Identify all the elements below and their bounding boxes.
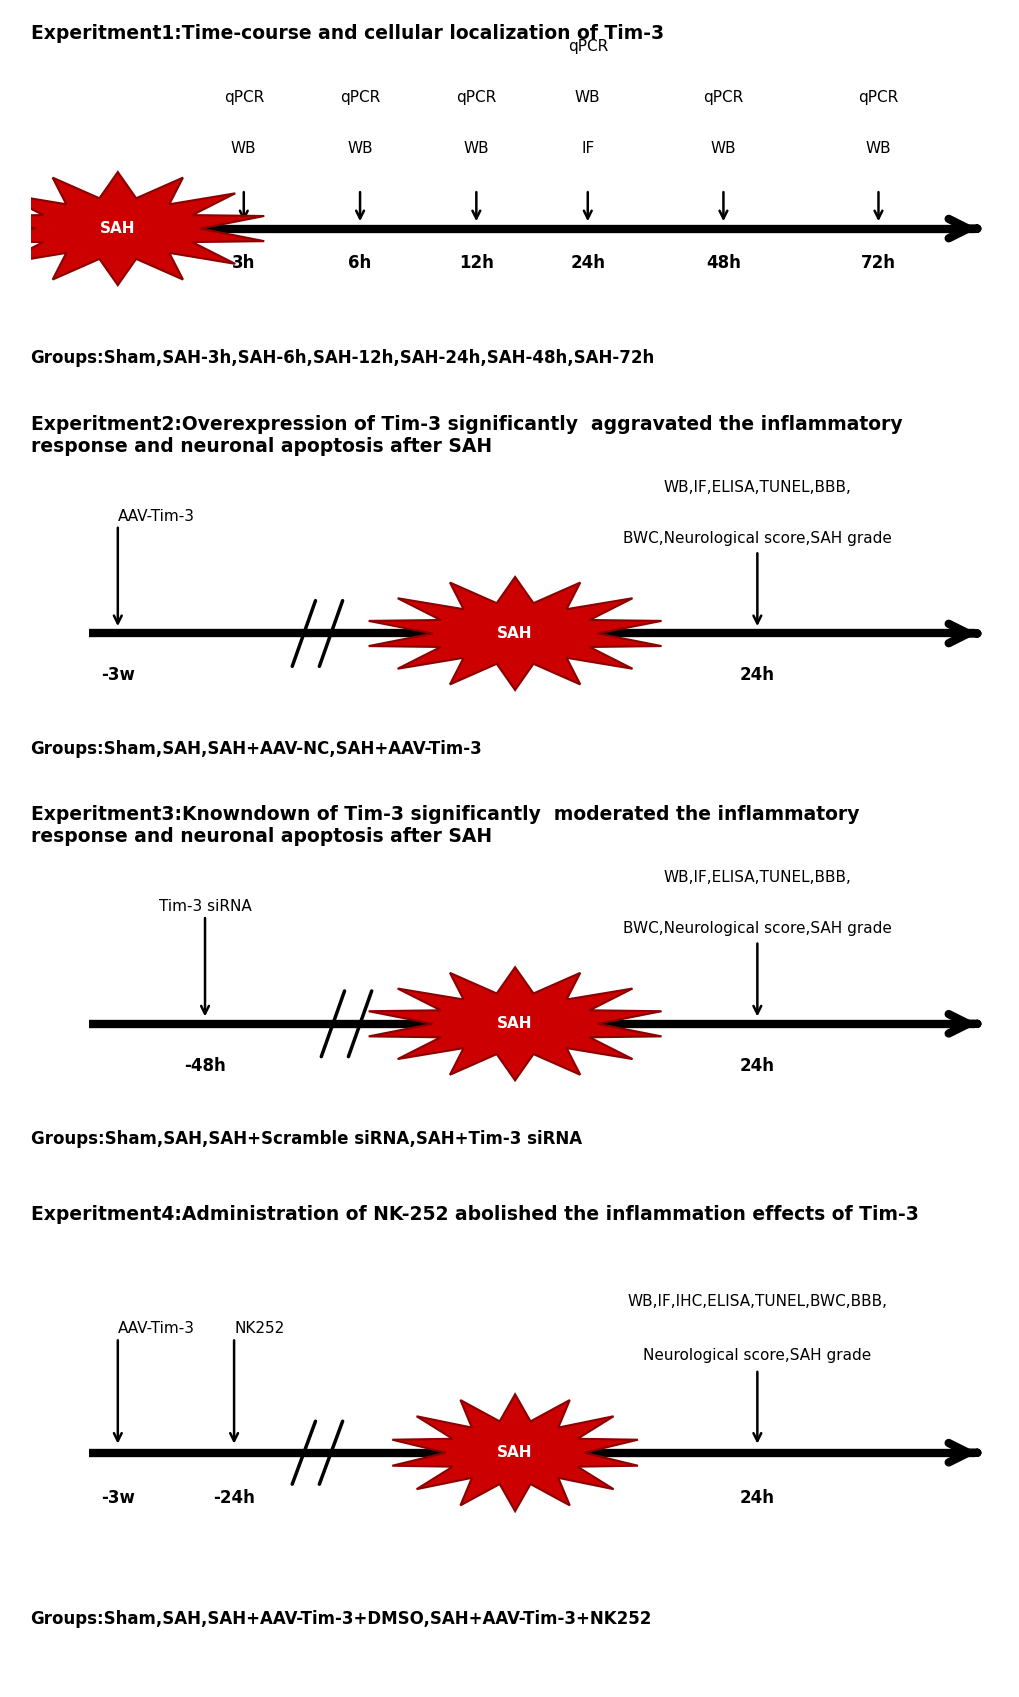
Text: qPCR: qPCR: [223, 90, 264, 105]
Text: Groups:Sham,SAH,SAH+AAV-Tim-3+DMSO,SAH+AAV-Tim-3+NK252: Groups:Sham,SAH,SAH+AAV-Tim-3+DMSO,SAH+A…: [31, 1610, 651, 1627]
Text: SAH: SAH: [100, 221, 136, 236]
Text: -24h: -24h: [213, 1488, 255, 1507]
Text: SAH: SAH: [497, 626, 532, 641]
Text: BWC,Neurological score,SAH grade: BWC,Neurological score,SAH grade: [623, 921, 891, 937]
Text: 24h: 24h: [739, 1057, 774, 1074]
Text: WB: WB: [575, 90, 600, 105]
Polygon shape: [392, 1395, 637, 1510]
Text: WB,IF,ELISA,TUNEL,BBB,: WB,IF,ELISA,TUNEL,BBB,: [662, 480, 851, 496]
Text: qPCR: qPCR: [455, 90, 496, 105]
Text: 48h: 48h: [705, 255, 740, 272]
Text: WB: WB: [865, 141, 891, 156]
Text: WB: WB: [346, 141, 373, 156]
Text: Experitment4:Administration of NK-252 abolished the inflammation effects of Tim-: Experitment4:Administration of NK-252 ab…: [31, 1205, 917, 1224]
Text: 3h: 3h: [232, 255, 255, 272]
Text: WB,IF,IHC,ELISA,TUNEL,BWC,BBB,: WB,IF,IHC,ELISA,TUNEL,BWC,BBB,: [627, 1293, 887, 1308]
Text: Tim-3 siRNA: Tim-3 siRNA: [159, 899, 251, 915]
Text: WB: WB: [710, 141, 736, 156]
Text: SAH: SAH: [497, 1446, 532, 1459]
Text: qPCR: qPCR: [339, 90, 380, 105]
Text: 24h: 24h: [739, 667, 774, 684]
Text: qPCR: qPCR: [858, 90, 898, 105]
Text: Groups:Sham,SAH,SAH+Scramble siRNA,SAH+Tim-3 siRNA: Groups:Sham,SAH,SAH+Scramble siRNA,SAH+T…: [31, 1130, 581, 1147]
Text: Groups:Sham,SAH,SAH+AAV-NC,SAH+AAV-Tim-3: Groups:Sham,SAH,SAH+AAV-NC,SAH+AAV-Tim-3: [31, 740, 482, 757]
Text: SAH: SAH: [497, 1017, 532, 1032]
Text: WB: WB: [463, 141, 489, 156]
Text: qPCR: qPCR: [703, 90, 743, 105]
Text: Experitment1:Time-course and cellular localization of Tim-3: Experitment1:Time-course and cellular lo…: [31, 24, 663, 42]
Text: 24h: 24h: [739, 1488, 774, 1507]
Text: -3w: -3w: [101, 667, 135, 684]
Polygon shape: [368, 967, 661, 1081]
Text: Experitment3:Knowndown of Tim-3 significantly  moderated the inflammatory
respon: Experitment3:Knowndown of Tim-3 signific…: [31, 804, 858, 845]
Text: -48h: -48h: [184, 1057, 225, 1074]
Text: Neurological score,SAH grade: Neurological score,SAH grade: [643, 1347, 870, 1363]
Text: 6h: 6h: [348, 255, 371, 272]
Text: -3w: -3w: [101, 1488, 135, 1507]
Text: 24h: 24h: [570, 255, 604, 272]
Text: AAV-Tim-3: AAV-Tim-3: [117, 509, 195, 524]
Text: WB,IF,ELISA,TUNEL,BBB,: WB,IF,ELISA,TUNEL,BBB,: [662, 871, 851, 886]
Text: 12h: 12h: [459, 255, 493, 272]
Text: WB: WB: [230, 141, 257, 156]
Text: NK252: NK252: [234, 1320, 284, 1336]
Text: qPCR: qPCR: [568, 39, 607, 54]
Polygon shape: [368, 577, 661, 691]
Text: 72h: 72h: [860, 255, 895, 272]
Text: IF: IF: [581, 141, 594, 156]
Text: Experitment2:Overexpression of Tim-3 significantly  aggravated the inflammatory
: Experitment2:Overexpression of Tim-3 sig…: [31, 414, 902, 455]
Text: Groups:Sham,SAH-3h,SAH-6h,SAH-12h,SAH-24h,SAH-48h,SAH-72h: Groups:Sham,SAH-3h,SAH-6h,SAH-12h,SAH-24…: [31, 350, 654, 367]
Polygon shape: [0, 171, 264, 285]
Text: AAV-Tim-3: AAV-Tim-3: [117, 1320, 195, 1336]
Text: BWC,Neurological score,SAH grade: BWC,Neurological score,SAH grade: [623, 531, 891, 546]
